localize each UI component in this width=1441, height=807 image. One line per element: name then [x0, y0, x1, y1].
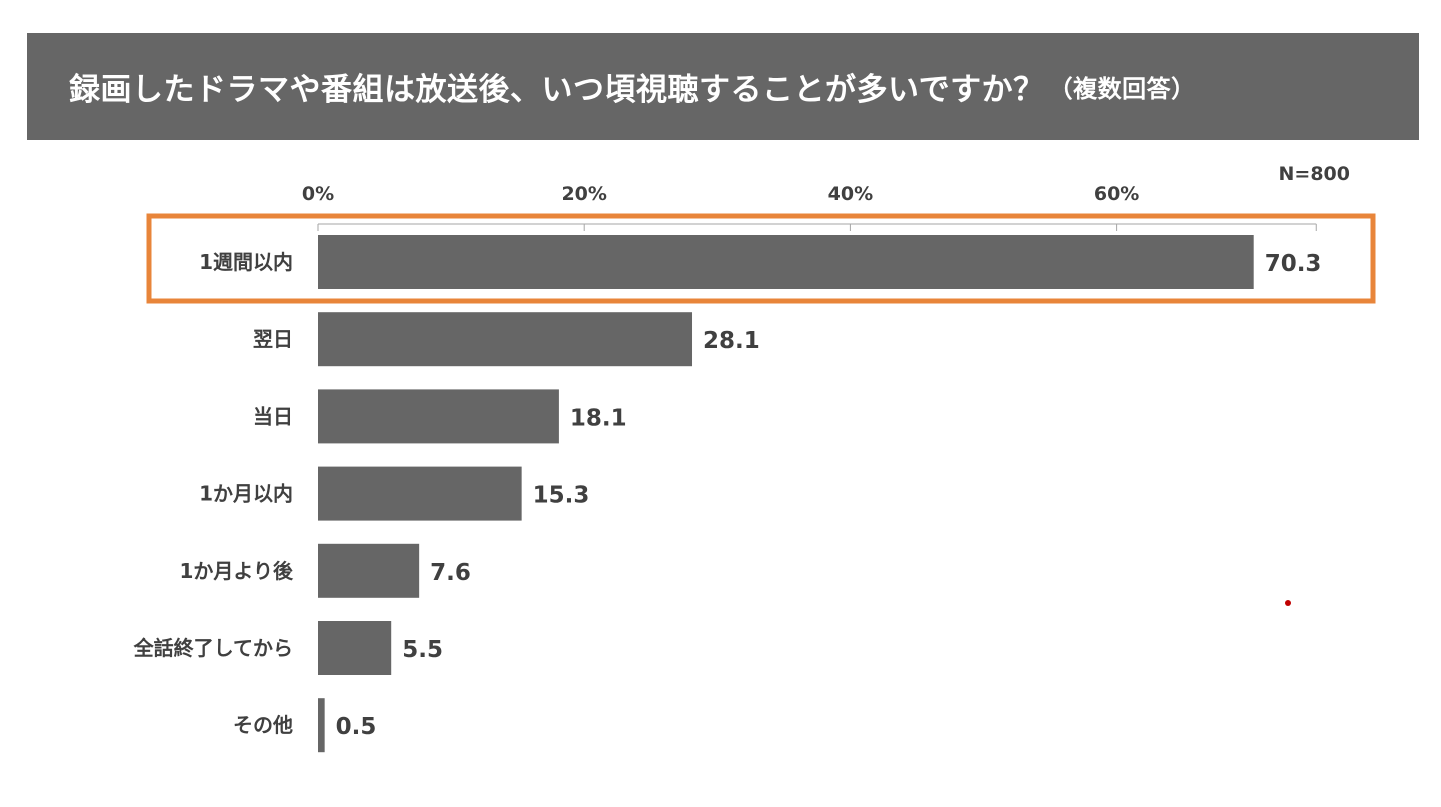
- bar: [318, 466, 522, 521]
- x-tick-label: 60%: [1094, 183, 1139, 205]
- x-tick-label: 0%: [302, 183, 334, 205]
- value-label: 7.6: [430, 560, 471, 586]
- category-label: 翌日: [253, 327, 293, 351]
- red-dot-marker: [1285, 600, 1291, 606]
- category-label: 1か月より後: [179, 559, 294, 583]
- x-tick-label: 40%: [828, 183, 873, 205]
- category-label: 全話終了してから: [133, 636, 293, 660]
- x-tick-label: 20%: [561, 183, 606, 205]
- bar: [318, 698, 325, 753]
- value-label: 15.3: [533, 483, 590, 509]
- highlight-box: [146, 213, 1376, 304]
- bar: [318, 389, 559, 444]
- bar: [318, 621, 392, 675]
- bar: [318, 235, 1254, 289]
- category-label: その他: [233, 713, 293, 737]
- sample-size-label: N=800: [1278, 163, 1350, 185]
- value-label: 70.3: [1265, 251, 1322, 277]
- value-label: 0.5: [336, 714, 377, 740]
- category-label: 1週間以内: [199, 250, 293, 274]
- title-banner: 録画したドラマや番組は放送後、いつ頃視聴することが多いですか？ （複数回答）: [27, 33, 1419, 140]
- category-label: 当日: [253, 404, 293, 428]
- value-label: 5.5: [402, 637, 443, 663]
- chart-title: 録画したドラマや番組は放送後、いつ頃視聴することが多いですか？: [69, 72, 1045, 108]
- category-label: 1か月以内: [199, 482, 293, 506]
- chart-subtitle: （複数回答）: [1048, 75, 1196, 103]
- value-label: 18.1: [570, 405, 627, 431]
- bar: [318, 312, 693, 367]
- bar: [318, 543, 420, 598]
- value-label: 28.1: [703, 328, 760, 354]
